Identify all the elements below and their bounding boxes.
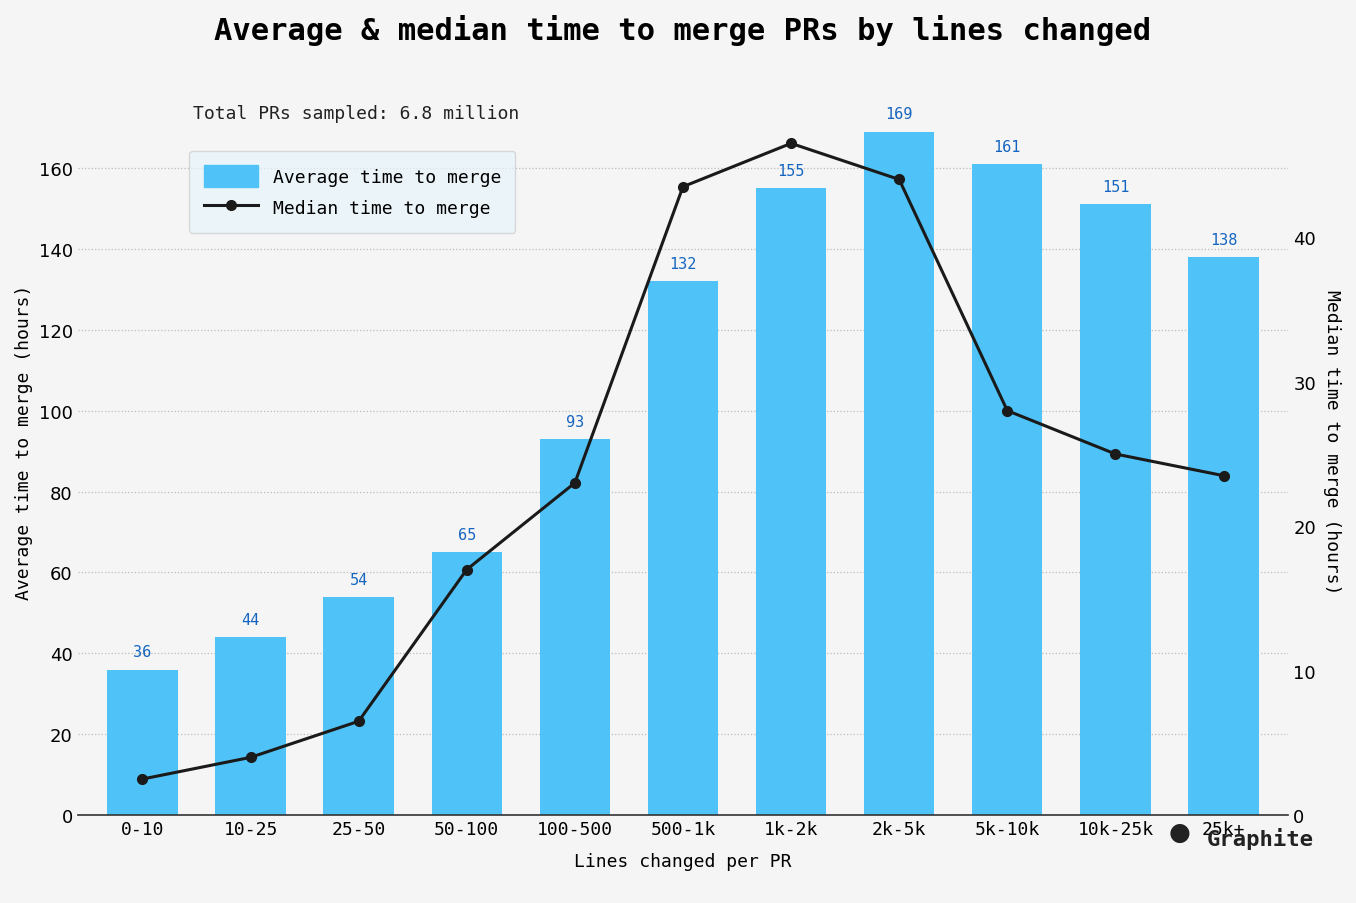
Text: 132: 132 [670,256,697,272]
Text: 155: 155 [777,163,804,179]
Bar [1188,257,1258,815]
Y-axis label: Average time to merge (hours): Average time to merge (hours) [15,284,33,599]
Text: 93: 93 [565,414,584,429]
Text: Total PRs sampled: 6.8 million: Total PRs sampled: 6.8 million [193,105,519,123]
Bar [864,133,934,815]
Bar [107,670,178,815]
Bar [216,638,286,815]
Bar [431,553,502,815]
Text: ●: ● [1169,820,1191,844]
Title: Average & median time to merge PRs by lines changed: Average & median time to merge PRs by li… [214,15,1151,46]
Bar [540,440,610,815]
Bar [648,282,719,815]
Bar [755,189,826,815]
Text: 44: 44 [241,612,259,628]
Text: 65: 65 [457,527,476,543]
Text: 161: 161 [994,140,1021,154]
Y-axis label: Median time to merge (hours): Median time to merge (hours) [1323,289,1341,593]
Text: 151: 151 [1101,180,1130,195]
Text: Graphite: Graphite [1207,827,1314,849]
X-axis label: Lines changed per PR: Lines changed per PR [574,852,792,870]
Text: 138: 138 [1210,233,1237,247]
Text: 169: 169 [885,107,913,122]
Text: 54: 54 [350,572,367,587]
Text: 36: 36 [133,645,152,660]
Bar [1081,205,1150,815]
Bar [324,597,393,815]
Legend: Average time to merge, Median time to merge: Average time to merge, Median time to me… [190,152,515,233]
Bar [972,164,1043,815]
